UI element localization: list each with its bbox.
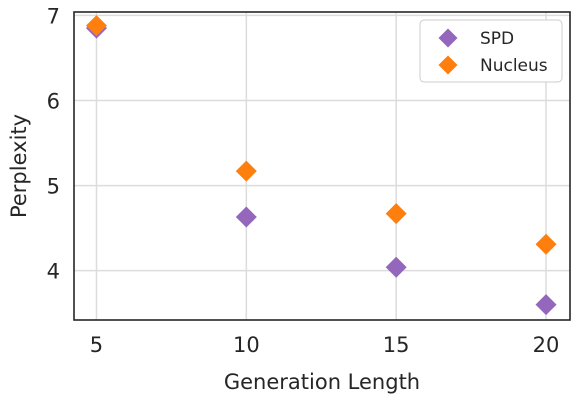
point-spd-20 xyxy=(535,294,557,316)
plot-frame xyxy=(73,11,571,321)
point-spd-10 xyxy=(235,206,257,228)
y-tick-label: 5 xyxy=(47,175,60,199)
x-tick-label: 15 xyxy=(383,333,410,357)
point-nucleus-15 xyxy=(385,203,407,225)
legend-marker-spd xyxy=(438,28,458,48)
y-tick-label: 4 xyxy=(47,260,60,284)
y-tick-label: 6 xyxy=(47,89,60,113)
point-nucleus-10 xyxy=(235,160,257,182)
x-tick-label: 20 xyxy=(533,333,560,357)
point-nucleus-20 xyxy=(535,233,557,255)
point-nucleus-5 xyxy=(85,15,107,37)
tick-labels: 5 10 15 20 4 5 6 7 xyxy=(47,4,560,357)
y-axis-label: Perplexity xyxy=(7,114,31,218)
point-spd-15 xyxy=(385,256,407,278)
legend: SPD Nucleus xyxy=(419,19,563,83)
legend-label-spd: SPD xyxy=(480,29,514,49)
x-tick-label: 10 xyxy=(233,333,260,357)
data-points xyxy=(85,15,557,316)
y-tick-label: 7 xyxy=(47,4,60,28)
x-tick-label: 5 xyxy=(90,333,103,357)
legend-marker-nucleus xyxy=(438,55,458,75)
legend-label-nucleus: Nucleus xyxy=(480,56,548,76)
x-axis-label: Generation Length xyxy=(224,370,420,394)
